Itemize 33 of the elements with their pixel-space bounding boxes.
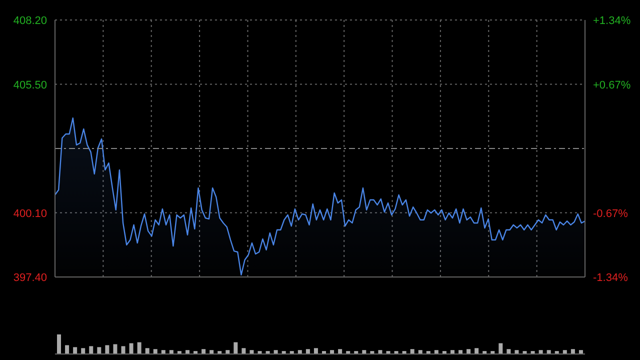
y2-tick-label: -0.67% (593, 208, 628, 220)
bar (129, 343, 134, 354)
y-tick-label: 405.50 (13, 79, 47, 92)
bar (338, 349, 342, 354)
bar (506, 349, 511, 354)
bar (89, 346, 94, 354)
y2-tick-label: -1.34% (593, 272, 628, 284)
bar (410, 349, 414, 354)
bar (73, 347, 78, 354)
bar (474, 348, 479, 354)
bar (570, 349, 575, 354)
y-tick-label: 408.20 (13, 15, 47, 27)
bar (81, 348, 86, 354)
bar (234, 342, 238, 354)
bar (121, 346, 126, 354)
bar (57, 334, 61, 354)
y-tick-label: 397.40 (13, 272, 47, 284)
bar (202, 349, 206, 354)
bar (97, 347, 102, 354)
y-tick-label: 400.10 (13, 208, 47, 220)
y2-tick-label: +1.34% (593, 15, 631, 27)
bar (153, 349, 158, 354)
bar (498, 343, 503, 354)
bar (137, 342, 142, 354)
bar (314, 348, 318, 354)
bar (113, 344, 118, 354)
bar (145, 348, 150, 354)
bar (466, 349, 471, 354)
bar (65, 345, 70, 354)
bar (306, 349, 310, 354)
y2-tick-label: +0.67% (593, 79, 631, 92)
bar (242, 348, 246, 354)
bar (105, 345, 110, 354)
